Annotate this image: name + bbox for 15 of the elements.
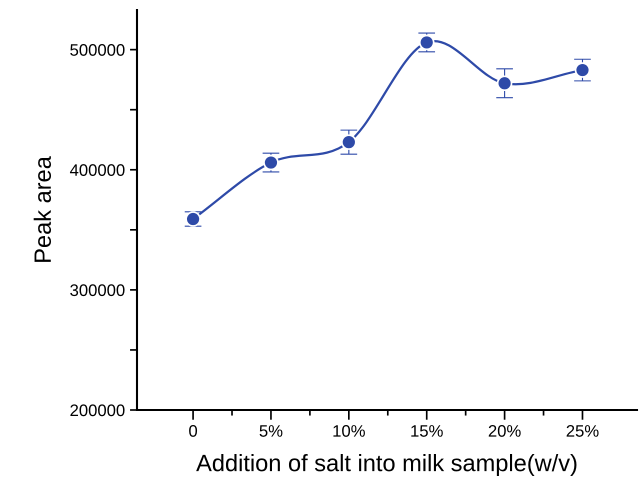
x-tick-label: 5% xyxy=(260,425,282,437)
y-tick-label: 200000 xyxy=(70,404,125,416)
y-tick-label: 500000 xyxy=(70,44,125,56)
y-tick-label: 300000 xyxy=(70,284,125,296)
x-tick-label: 10% xyxy=(333,425,365,437)
x-tick-label: 25% xyxy=(566,425,599,437)
x-axis-title: Addition of salt into milk sample(w/v) xyxy=(196,454,576,476)
point xyxy=(341,134,357,150)
x-tick-label: 0 xyxy=(189,425,198,437)
point xyxy=(574,62,590,78)
y-tick-label: 400000 xyxy=(70,164,125,176)
x-tick-label: 15% xyxy=(411,425,443,437)
point xyxy=(496,75,512,92)
x-tick-label: 20% xyxy=(488,425,521,437)
y-axis-title: Peak area xyxy=(34,156,52,262)
